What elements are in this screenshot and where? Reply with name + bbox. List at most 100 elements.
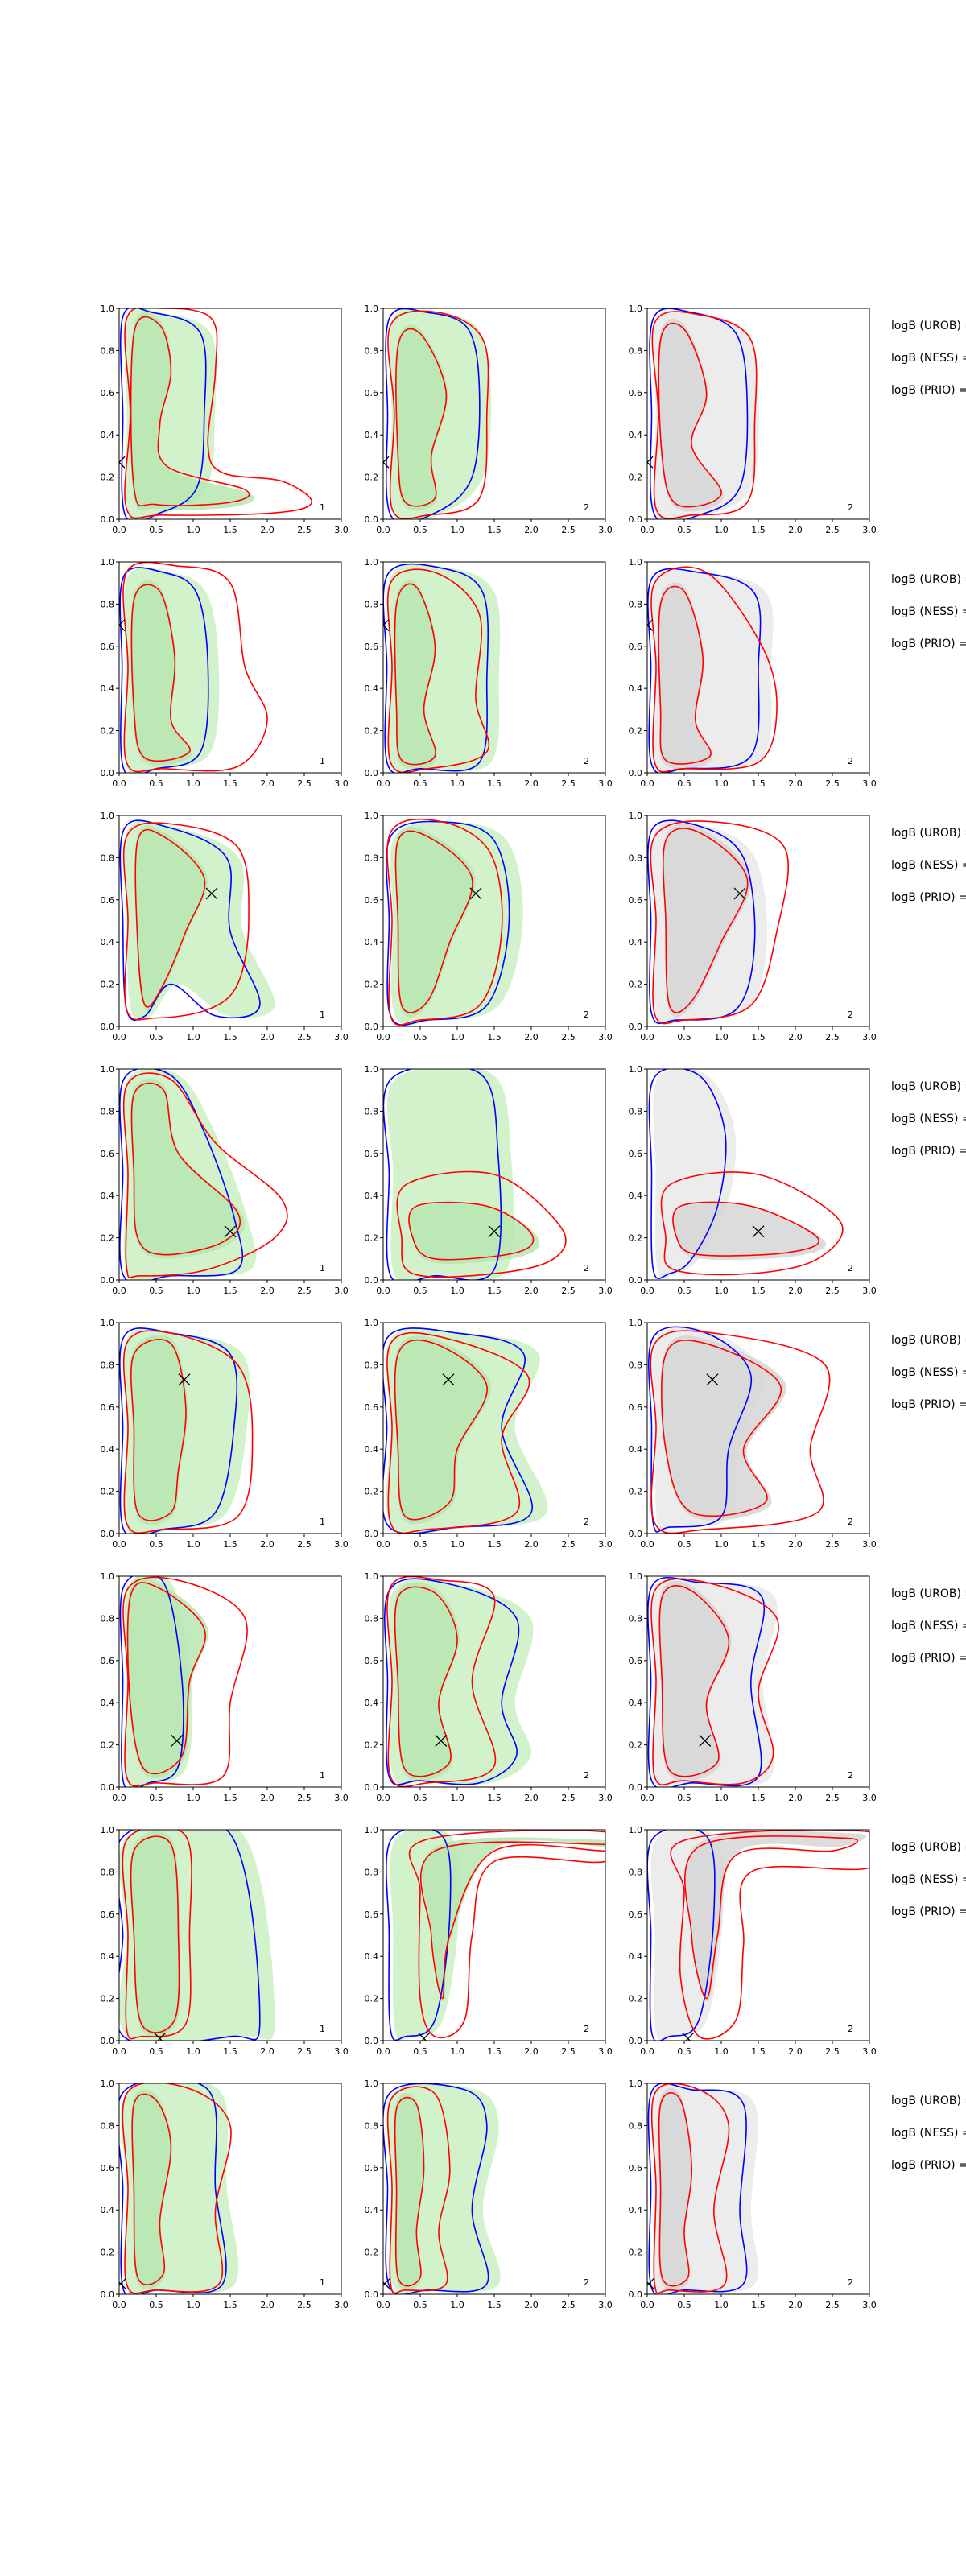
blue-contour [119, 308, 207, 519]
x-tick-label: 1.5 [751, 1793, 766, 1803]
x-tick-label: 3.0 [334, 1539, 349, 1550]
y-tick-label: 0.8 [101, 599, 115, 609]
x-tick-label: 2.0 [788, 1539, 803, 1550]
logb-label: logB (UROB) = [891, 827, 966, 840]
y-tick-label: 1.0 [101, 557, 115, 568]
x-tick-label: 0.5 [677, 1286, 691, 1296]
density-fill-inner [408, 1203, 540, 1264]
x-tick-label: 1.0 [714, 1286, 729, 1296]
x-tick-label: 0.0 [112, 1286, 126, 1296]
blue-contour [119, 1576, 184, 1787]
x-tick-label: 2.5 [825, 1539, 840, 1550]
x-tick-label: 2.5 [297, 2300, 312, 2310]
y-tick-label: 0.0 [101, 768, 115, 778]
panel-corner-number: 2 [584, 756, 589, 766]
x-tick-label: 0.0 [112, 2046, 126, 2057]
x-tick-label: 0.0 [376, 1286, 390, 1296]
x-tick-label: 1.5 [487, 778, 502, 789]
density-fill-inner [394, 580, 437, 770]
red-contour-inner [420, 1841, 605, 2000]
y-tick-label: 0.6 [629, 2163, 643, 2174]
y-tick-label: 1.0 [365, 557, 379, 568]
logb-label: logB (PRIO) = [891, 1145, 966, 1158]
y-tick-label: 0.2 [101, 473, 115, 483]
red-contour-inner [658, 322, 722, 508]
panel-corner-number: 2 [848, 1009, 853, 1020]
x-tick-label: 1.5 [751, 1032, 766, 1042]
x-tick-label: 2.0 [260, 1032, 275, 1042]
x-tick-label: 3.0 [862, 1793, 877, 1803]
red-contour-inner [394, 830, 473, 1013]
panel-r2-c3: 0.0 0.5 1.0 1.5 2.0 2.5 3.0 0.0 0.2 0.4 0.6 0.8 1.0 2 [629, 557, 877, 789]
y-tick-label: 0.2 [101, 1994, 115, 2004]
y-tick-label: 0.0 [101, 1275, 115, 1286]
panel-corner-number: 1 [320, 502, 325, 513]
red-contour-outer [650, 1578, 779, 1786]
x-tick-label: 2.0 [788, 1032, 803, 1042]
panel-corner-number: 1 [320, 2024, 325, 2034]
panel-r7-c1: 0.0 0.5 1.0 1.5 2.0 2.5 3.0 0.0 0.2 0.4 0.6 0.8 1.0 1 [101, 1825, 349, 2057]
red-contour-inner [662, 828, 749, 1013]
x-tick-label: 1.5 [487, 2046, 502, 2057]
y-tick-label: 0.2 [629, 1233, 643, 1244]
x-tick-label: 2.5 [825, 2046, 840, 2057]
x-tick-label: 0.0 [112, 778, 126, 789]
y-tick-label: 0.6 [629, 895, 643, 906]
blue-contour [648, 1069, 727, 1279]
red-contour-outer [122, 562, 268, 773]
true-value-marker [733, 887, 746, 900]
x-tick-label: 1.0 [450, 2300, 464, 2310]
panel-corner-number: 2 [848, 502, 853, 513]
x-tick-label: 0.5 [677, 1032, 691, 1042]
y-tick-label: 0.6 [101, 1909, 115, 1920]
x-tick-label: 1.0 [186, 778, 200, 789]
logb-label: logB (UROB) = [891, 1587, 966, 1600]
y-tick-label: 0.4 [629, 1191, 643, 1201]
x-tick-label: 1.0 [450, 1539, 464, 1550]
x-tick-label: 0.0 [640, 1793, 654, 1803]
logb-label: logB (NESS) = [891, 1620, 966, 1633]
x-tick-label: 1.0 [714, 2300, 729, 2310]
panel-corner-number: 2 [584, 1009, 589, 1020]
y-tick-label: 1.0 [365, 303, 379, 314]
red-contour-inner [126, 1582, 206, 1775]
logb-label: logB (NESS) = [891, 1113, 966, 1125]
y-tick-label: 0.4 [629, 683, 643, 694]
x-tick-label: 3.0 [334, 1286, 349, 1296]
true-value-marker [682, 2032, 695, 2041]
y-tick-label: 0.2 [365, 1233, 379, 1244]
panel-r5-c1: 0.0 0.5 1.0 1.5 2.0 2.5 3.0 0.0 0.2 0.4 0.6 0.8 1.0 1 [101, 1318, 349, 1550]
y-tick-label: 0.0 [629, 768, 643, 778]
red-contour-outer [387, 310, 489, 519]
x-tick-label: 2.0 [524, 2300, 539, 2310]
y-tick-label: 0.6 [101, 895, 115, 906]
y-tick-label: 0.2 [101, 726, 115, 737]
panel-corner-number: 2 [584, 502, 589, 513]
panel-r6-c1: 0.0 0.5 1.0 1.5 2.0 2.5 3.0 0.0 0.2 0.4 0.6 0.8 1.0 1 [101, 1571, 349, 1803]
red-contour-outer [122, 1330, 254, 1534]
logb-label: logB (PRIO) = [891, 638, 966, 650]
red-contour-outer [670, 1830, 869, 2040]
red-contour-inner [395, 328, 448, 507]
x-tick-label: 1.5 [223, 1539, 237, 1550]
x-tick-label: 2.5 [825, 778, 840, 789]
logb-label: logB (NESS) = [891, 859, 966, 872]
true-value-marker [647, 2277, 655, 2290]
x-tick-label: 2.0 [524, 1032, 539, 1042]
x-tick-label: 1.0 [714, 778, 729, 789]
x-tick-label: 2.0 [260, 2046, 275, 2057]
y-tick-label: 0.0 [365, 1022, 379, 1032]
x-tick-label: 2.5 [825, 1793, 840, 1803]
y-tick-label: 0.4 [629, 2205, 643, 2215]
panel-corner-number: 2 [584, 2024, 589, 2034]
y-tick-label: 0.8 [629, 1613, 643, 1624]
panel-r6-c2: 0.0 0.5 1.0 1.5 2.0 2.5 3.0 0.0 0.2 0.4 0.6 0.8 1.0 2 [365, 1571, 613, 1803]
red-contour-outer [386, 818, 503, 1026]
panel-corner-number: 1 [320, 1770, 325, 1781]
x-tick-label: 0.5 [149, 2300, 163, 2310]
x-tick-label: 2.0 [788, 2300, 803, 2310]
red-contour-outer [650, 566, 778, 773]
y-tick-label: 1.0 [101, 2079, 115, 2089]
panel-r6-c3: 0.0 0.5 1.0 1.5 2.0 2.5 3.0 0.0 0.2 0.4 0.6 0.8 1.0 2 [629, 1571, 877, 1803]
panel-r3-c2: 0.0 0.5 1.0 1.5 2.0 2.5 3.0 0.0 0.2 0.4 0.6 0.8 1.0 2 [365, 811, 613, 1042]
